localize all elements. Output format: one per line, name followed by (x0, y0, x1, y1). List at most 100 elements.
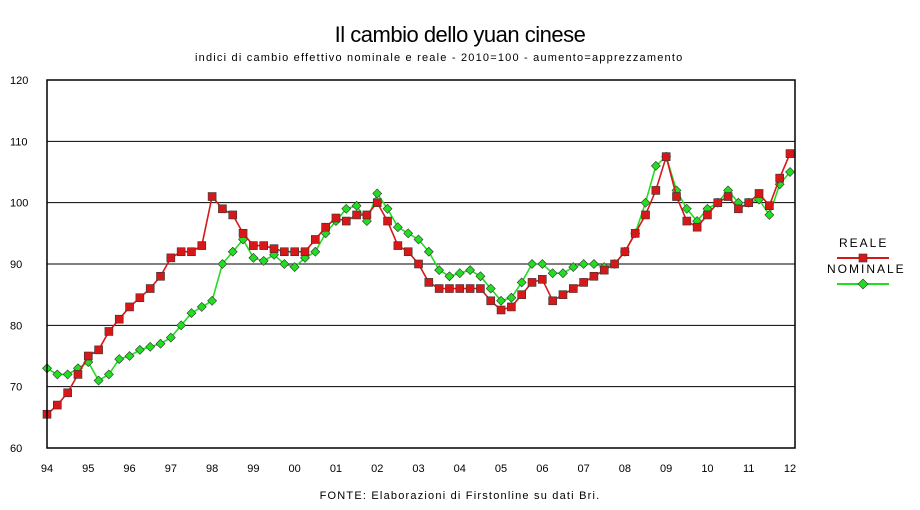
data-point-reale (734, 204, 743, 214)
data-point-reale (280, 247, 289, 257)
data-point-nominale (475, 271, 486, 282)
data-point-nominale (114, 354, 125, 364)
y-tick-label: 110 (10, 136, 28, 148)
legend-label-nominale: NOMINALE (827, 262, 906, 276)
data-point-nominale (413, 234, 424, 245)
data-point-nominale (465, 265, 476, 276)
data-point-reale (393, 241, 403, 250)
data-point-nominale (279, 259, 290, 269)
data-point-nominale (392, 222, 403, 233)
data-point-reale (249, 241, 258, 250)
x-tick-label: 09 (660, 463, 672, 475)
x-tick-label: 98 (206, 463, 218, 475)
data-point-reale (445, 284, 454, 293)
data-point-reale (775, 173, 784, 183)
data-point-reale (589, 271, 599, 281)
y-tick-label: 100 (10, 198, 28, 210)
data-point-reale (765, 201, 774, 211)
data-point-reale (166, 253, 176, 263)
data-point-nominale (52, 369, 63, 380)
data-point-nominale (227, 246, 238, 257)
data-point-nominale (165, 332, 176, 343)
data-point-reale (207, 192, 217, 201)
data-point-nominale (341, 203, 352, 214)
x-tick-label: 02 (371, 463, 383, 475)
x-tick-label: 94 (41, 463, 53, 475)
data-point-reale (331, 213, 341, 223)
data-point-nominale (382, 203, 393, 214)
data-point-reale (94, 345, 103, 355)
data-point-nominale (589, 259, 599, 269)
data-point-nominale (155, 338, 166, 349)
data-point-nominale (650, 160, 661, 171)
y-tick-label: 90 (10, 259, 22, 271)
data-point-reale (403, 247, 413, 257)
data-point-reale (744, 198, 754, 207)
data-point-nominale (176, 320, 187, 331)
data-point-reale (599, 265, 609, 275)
data-point-nominale (62, 369, 73, 380)
data-point-reale (176, 247, 186, 257)
data-point-reale (548, 296, 557, 306)
data-point-reale (651, 186, 661, 195)
data-point-reale (321, 222, 330, 232)
data-point-nominale (527, 259, 537, 269)
x-tick-label: 96 (123, 463, 135, 475)
data-point-reale (682, 216, 692, 226)
x-tick-label: 11 (743, 463, 754, 475)
data-point-nominale (93, 375, 104, 386)
x-tick-label: 12 (784, 463, 796, 475)
data-point-nominale (537, 259, 548, 269)
data-point-nominale (558, 268, 568, 279)
x-tick-label: 01 (330, 463, 342, 475)
data-point-reale (290, 247, 299, 257)
legend-swatch-nominale (837, 278, 889, 290)
data-point-nominale (454, 268, 465, 279)
data-point-reale (300, 247, 310, 257)
x-tick-label: 97 (165, 463, 177, 475)
data-point-reale (125, 302, 134, 312)
chart-source: FONTE: Elaborazioni di Firstonline su da… (319, 490, 601, 502)
data-point-reale (672, 192, 681, 201)
data-point-nominale (310, 246, 321, 257)
legend-label-reale: REALE (839, 236, 889, 250)
data-point-nominale (506, 292, 517, 303)
data-point-nominale (516, 277, 527, 288)
x-tick-label: 10 (701, 463, 713, 475)
data-point-reale (507, 302, 516, 312)
x-tick-label: 04 (454, 463, 466, 475)
data-point-nominale (145, 341, 156, 352)
data-point-reale (610, 259, 619, 269)
data-point-nominale (207, 295, 218, 306)
data-point-reale (238, 229, 248, 238)
data-point-nominale (372, 188, 383, 199)
data-point-reale (754, 189, 764, 198)
x-tick-label: 00 (289, 463, 301, 475)
data-point-nominale (103, 369, 114, 380)
data-point-reale (692, 222, 702, 232)
data-point-reale (713, 198, 723, 207)
data-point-reale (486, 296, 496, 306)
data-point-reale (703, 210, 712, 220)
data-point-reale (372, 198, 382, 207)
data-point-nominale (434, 265, 445, 276)
plot-area-border (46, 79, 796, 449)
data-point-reale (558, 290, 568, 299)
data-point-reale (517, 290, 526, 299)
data-point-nominale (258, 256, 269, 266)
data-point-nominale (681, 203, 692, 214)
data-point-reale (414, 259, 423, 269)
y-tick-label: 60 (10, 443, 22, 455)
data-point-nominale (403, 228, 414, 239)
x-tick-label: 99 (247, 463, 259, 475)
data-point-reale (73, 370, 83, 379)
data-point-reale (259, 241, 269, 250)
data-point-reale (579, 278, 588, 287)
data-point-reale (269, 244, 279, 253)
data-point-nominale (568, 262, 579, 272)
data-point-reale (383, 216, 392, 226)
data-point-reale (311, 235, 320, 244)
data-point-reale (352, 210, 361, 220)
legend-item-reale: REALE (825, 236, 920, 263)
